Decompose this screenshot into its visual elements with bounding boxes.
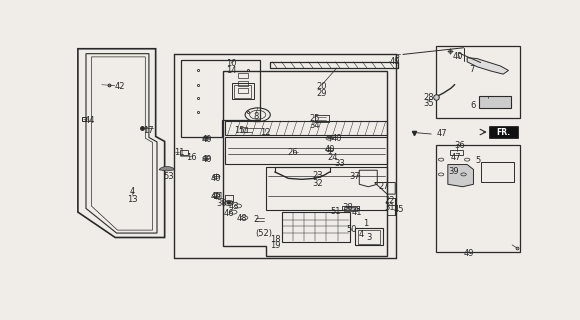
Text: 4: 4 bbox=[130, 187, 135, 196]
Text: 17: 17 bbox=[143, 125, 153, 135]
Text: 38: 38 bbox=[342, 203, 353, 212]
Text: 7: 7 bbox=[469, 65, 474, 74]
Text: 47: 47 bbox=[437, 129, 447, 138]
Text: 4: 4 bbox=[358, 230, 364, 239]
Polygon shape bbox=[479, 96, 511, 108]
Text: 21: 21 bbox=[213, 192, 224, 201]
Text: 30: 30 bbox=[216, 199, 227, 208]
Text: 39: 39 bbox=[448, 167, 459, 176]
Text: 53: 53 bbox=[164, 172, 175, 181]
Text: 19: 19 bbox=[270, 241, 281, 250]
Text: 31: 31 bbox=[385, 203, 395, 212]
Bar bbox=[232, 84, 253, 99]
Text: 24: 24 bbox=[327, 153, 338, 162]
Text: 40: 40 bbox=[210, 174, 221, 183]
Bar bbox=[241, 127, 247, 132]
Text: 22: 22 bbox=[385, 196, 395, 205]
Text: 40: 40 bbox=[332, 134, 342, 143]
Text: 18: 18 bbox=[270, 235, 281, 244]
Text: 46: 46 bbox=[224, 209, 234, 218]
Bar bbox=[345, 207, 357, 212]
Text: 34: 34 bbox=[309, 121, 320, 130]
Text: 41: 41 bbox=[351, 208, 362, 217]
Bar bbox=[234, 85, 251, 98]
Text: 23: 23 bbox=[312, 172, 323, 180]
Text: 37: 37 bbox=[349, 172, 360, 181]
Text: 40: 40 bbox=[453, 52, 463, 61]
Text: 25: 25 bbox=[309, 114, 320, 123]
Text: 14: 14 bbox=[226, 66, 237, 75]
Text: 2: 2 bbox=[253, 215, 259, 224]
Text: 36: 36 bbox=[455, 141, 465, 150]
Text: 10: 10 bbox=[226, 59, 237, 68]
Text: 26: 26 bbox=[288, 148, 298, 157]
Text: 40: 40 bbox=[201, 155, 212, 164]
Bar bbox=[238, 81, 248, 86]
Text: 8: 8 bbox=[253, 111, 259, 121]
Text: 1: 1 bbox=[363, 219, 368, 228]
Text: 33: 33 bbox=[335, 159, 345, 168]
Text: 47: 47 bbox=[450, 153, 461, 162]
Text: 40: 40 bbox=[210, 192, 221, 201]
Text: 27: 27 bbox=[378, 182, 389, 191]
Polygon shape bbox=[448, 164, 473, 187]
Text: 28: 28 bbox=[423, 92, 434, 101]
Bar bbox=[355, 228, 383, 245]
Text: 11: 11 bbox=[174, 148, 185, 157]
Bar bbox=[238, 73, 248, 78]
Circle shape bbox=[227, 202, 231, 204]
Bar bbox=[180, 150, 188, 155]
Text: 35: 35 bbox=[423, 99, 434, 108]
Text: 13: 13 bbox=[127, 195, 137, 204]
Text: (52): (52) bbox=[255, 229, 272, 238]
Text: 50: 50 bbox=[347, 225, 357, 234]
Text: 6: 6 bbox=[471, 101, 476, 110]
Text: 15: 15 bbox=[234, 125, 245, 135]
Text: 49: 49 bbox=[463, 250, 474, 259]
Text: 16: 16 bbox=[186, 153, 197, 162]
Text: FR.: FR. bbox=[496, 128, 510, 137]
Text: 40: 40 bbox=[201, 135, 212, 144]
Text: 20: 20 bbox=[317, 82, 327, 91]
Text: 40: 40 bbox=[324, 145, 335, 154]
Bar bbox=[450, 150, 463, 156]
Text: 49: 49 bbox=[390, 57, 401, 66]
Text: 32: 32 bbox=[312, 179, 323, 188]
Text: 48: 48 bbox=[237, 214, 248, 223]
Text: 29: 29 bbox=[317, 89, 327, 98]
Text: 5: 5 bbox=[476, 156, 481, 165]
Text: 51: 51 bbox=[330, 207, 340, 216]
Text: 44: 44 bbox=[84, 116, 95, 125]
FancyBboxPatch shape bbox=[489, 126, 519, 138]
Bar bbox=[358, 230, 379, 244]
Text: 43: 43 bbox=[229, 202, 240, 211]
Text: 42: 42 bbox=[114, 82, 125, 91]
Text: 45: 45 bbox=[393, 205, 404, 214]
Polygon shape bbox=[467, 58, 509, 74]
Wedge shape bbox=[159, 166, 175, 171]
Bar bbox=[238, 88, 248, 93]
Text: 12: 12 bbox=[260, 128, 271, 137]
Text: 3: 3 bbox=[367, 233, 372, 242]
